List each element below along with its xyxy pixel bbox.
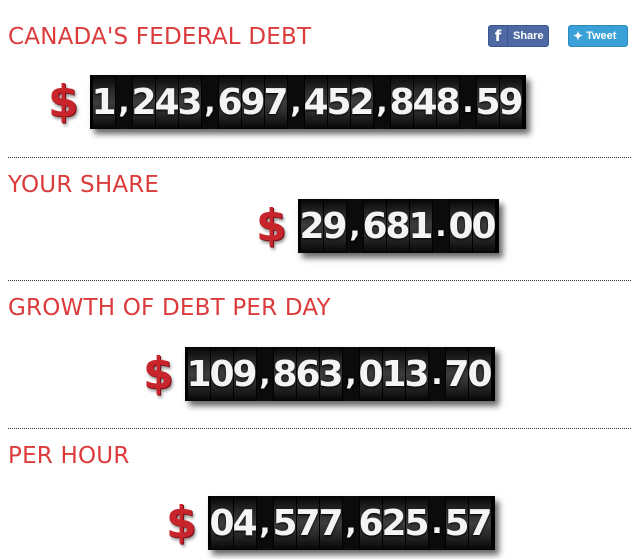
section-title-your-share: YOUR SHARE <box>8 172 160 198</box>
odometer-digit: 8 <box>435 75 461 129</box>
odometer-separator: . <box>433 199 450 253</box>
section-divider <box>8 280 631 281</box>
odometer-digit: 5 <box>404 496 430 550</box>
odometer-digit: 3 <box>404 347 430 401</box>
odometer-separator: , <box>347 199 364 253</box>
odometer-digit: 7 <box>318 496 344 550</box>
odometer-digit: 4 <box>303 75 329 129</box>
odometer-digit: 9 <box>322 199 348 253</box>
section-divider <box>8 157 631 158</box>
odometer-separator: , <box>116 75 133 129</box>
odometer-digit: 8 <box>272 347 298 401</box>
odometer-digit: 6 <box>295 347 321 401</box>
facebook-share-button[interactable]: f Share <box>488 25 549 47</box>
twitter-bird-icon: ✦ <box>573 29 584 43</box>
odometer-digit: 5 <box>444 496 470 550</box>
odometer-digit: 9 <box>232 347 258 401</box>
facebook-icon: f <box>489 26 508 46</box>
odometer-separator: , <box>257 496 274 550</box>
odometer-separator: , <box>343 347 360 401</box>
odometer-digit: 8 <box>389 75 415 129</box>
odometer-separator: , <box>202 75 219 129</box>
section-divider <box>8 428 631 429</box>
odometer-digit: 0 <box>448 199 474 253</box>
odometer-digit: 7 <box>444 347 470 401</box>
odometer-digit: 1 <box>186 347 212 401</box>
dollar-sign: $ <box>256 200 287 251</box>
dollar-sign: $ <box>48 76 79 127</box>
odometer-separator: , <box>257 347 274 401</box>
tweet-label: Tweet <box>586 30 617 42</box>
odometer-digit: 2 <box>299 199 325 253</box>
odometer-digit: 7 <box>263 75 289 129</box>
odometer-digit: 9 <box>498 75 524 129</box>
section-title-federal-debt: CANADA'S FEDERAL DEBT <box>8 24 312 50</box>
odometer-digit: 1 <box>381 347 407 401</box>
odometer-digit: 4 <box>412 75 438 129</box>
tweet-button[interactable]: ✦ Tweet <box>568 25 628 47</box>
dollar-sign: $ <box>143 348 174 399</box>
odometer-digit: 7 <box>467 496 493 550</box>
odometer-digit: 3 <box>177 75 203 129</box>
odometer-digit: 0 <box>467 347 493 401</box>
odometer-digit: 0 <box>209 347 235 401</box>
odometer-digit: 1 <box>91 75 117 129</box>
odometer-digit: 4 <box>232 496 258 550</box>
odometer-digit: 6 <box>217 75 243 129</box>
odometer-digit: 2 <box>381 496 407 550</box>
odometer-digit: 6 <box>362 199 388 253</box>
odometer-separator: . <box>460 75 477 129</box>
odometer-digit: 0 <box>209 496 235 550</box>
section-title-per-hour: PER HOUR <box>8 443 130 469</box>
odometer-digit: 5 <box>475 75 501 129</box>
odometer-digit: 9 <box>240 75 266 129</box>
odometer-digit: 1 <box>408 199 434 253</box>
share-label: Share <box>513 30 544 42</box>
odometer-digit: 6 <box>358 496 384 550</box>
odometer-digit: 5 <box>326 75 352 129</box>
odometer-digit: 0 <box>358 347 384 401</box>
odometer-digit: 2 <box>349 75 375 129</box>
odometer-digit: 8 <box>385 199 411 253</box>
odometer-digit: 7 <box>295 496 321 550</box>
odometer-separator: , <box>374 75 391 129</box>
odometer-digit: 2 <box>131 75 157 129</box>
odometer-digit: 3 <box>318 347 344 401</box>
section-title-growth-per-day: GROWTH OF DEBT PER DAY <box>8 295 331 321</box>
odometer-digit: 0 <box>471 199 497 253</box>
odometer-separator: , <box>343 496 360 550</box>
dollar-sign: $ <box>166 497 197 548</box>
odometer-digit: 4 <box>154 75 180 129</box>
odometer-separator: . <box>429 347 446 401</box>
odometer-digit: 5 <box>272 496 298 550</box>
odometer-separator: . <box>429 496 446 550</box>
odometer-separator: , <box>288 75 305 129</box>
